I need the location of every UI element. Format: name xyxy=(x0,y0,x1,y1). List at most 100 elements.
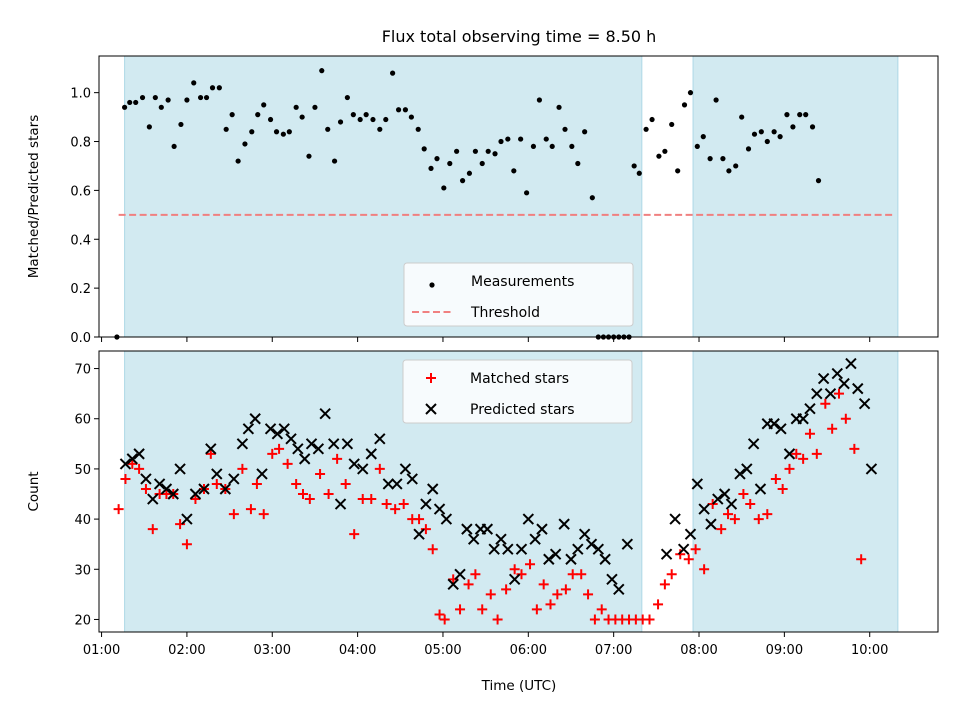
predicted-stars-point xyxy=(669,513,681,525)
legend-marker-plus xyxy=(426,373,436,383)
matched-stars-point xyxy=(113,504,124,515)
measurement-point xyxy=(751,131,758,137)
predicted-stars-point xyxy=(328,438,340,450)
observing-window-band xyxy=(692,55,899,338)
measurement-point xyxy=(720,156,726,162)
predicted-stars-point xyxy=(536,523,548,535)
predicted-stars-point xyxy=(606,573,618,586)
measurement-point xyxy=(421,146,427,152)
measurement-point xyxy=(485,148,491,154)
legend-label: Matched stars xyxy=(470,371,569,387)
legend-label: Threshold xyxy=(470,305,540,321)
matched-stars-point xyxy=(745,499,756,510)
measurement-point xyxy=(395,107,402,113)
predicted-stars-point xyxy=(461,523,473,535)
measurement-point xyxy=(158,104,164,110)
matched-stars-point xyxy=(538,579,549,590)
y-tick-label: 0.0 xyxy=(70,331,91,346)
measurement-point xyxy=(350,112,356,118)
matched-stars-point xyxy=(127,458,138,469)
predicted-stars-point xyxy=(298,453,311,465)
measurement-point xyxy=(319,68,325,74)
predicted-stars-point xyxy=(341,438,354,450)
y-tick-label: 60 xyxy=(74,413,91,428)
measurement-point xyxy=(216,85,222,91)
x-tick-label: 04:00 xyxy=(339,643,376,658)
matched-stars-point xyxy=(175,519,186,530)
measurement-point xyxy=(631,163,637,169)
measurement-point xyxy=(235,158,241,164)
measurement-point xyxy=(472,148,478,154)
predicted-stars-point xyxy=(211,468,223,480)
x-tick-label: 06:00 xyxy=(510,643,547,658)
matched-stars-point xyxy=(501,584,512,595)
measurement-point xyxy=(556,104,562,110)
chart-title: Flux total observing time = 8.50 h xyxy=(382,27,657,46)
predicted-stars-point xyxy=(502,543,514,555)
matched-stars-point xyxy=(381,499,392,510)
predicted-stars-point xyxy=(845,357,857,370)
matched-stars-point xyxy=(827,423,838,434)
matched-stars-point xyxy=(849,443,860,454)
predicted-stars-point xyxy=(558,518,570,530)
matched-stars-point xyxy=(485,589,496,600)
measurement-point xyxy=(191,80,197,86)
measurement-point xyxy=(777,134,783,140)
predicted-stars-point xyxy=(278,423,290,435)
matched-stars-point xyxy=(596,604,607,615)
predicted-stars-point xyxy=(508,573,521,586)
measurement-point xyxy=(797,112,803,118)
measurement-point xyxy=(758,129,764,135)
matched-stars-point xyxy=(777,483,788,494)
measurement-point xyxy=(242,141,248,147)
legend-box xyxy=(403,262,634,327)
measurement-point xyxy=(229,112,235,118)
matched-stars-point xyxy=(738,489,749,500)
predicted-stars-point xyxy=(365,448,377,460)
predicted-stars-point xyxy=(413,528,425,540)
matched-stars-point xyxy=(291,478,302,489)
measurement-point xyxy=(390,70,396,76)
predicted-stars-point xyxy=(205,443,217,455)
measurement-point xyxy=(739,114,745,120)
predicted-stars-point xyxy=(824,387,837,400)
predicted-stars-point xyxy=(420,498,432,510)
x-tick-label: 05:00 xyxy=(424,643,461,658)
predicted-stars-point xyxy=(242,423,255,435)
measurement-point xyxy=(549,143,555,150)
measurement-point xyxy=(209,85,216,91)
matched-stars-point xyxy=(147,524,158,535)
matched-stars-point xyxy=(644,614,655,625)
measurement-point xyxy=(286,129,292,135)
measurement-point xyxy=(536,97,543,103)
measurement-point xyxy=(784,112,790,118)
predicted-stars-point xyxy=(391,478,403,490)
x-tick-label: 07:00 xyxy=(595,643,632,658)
x-tick-label: 01:00 xyxy=(83,643,120,658)
matched-stars-point xyxy=(583,589,594,600)
measurement-point xyxy=(280,131,286,137)
predicted-stars-point xyxy=(585,538,598,550)
matched-stars-point xyxy=(366,494,377,505)
matched-stars-point xyxy=(340,478,351,489)
predicted-stars-point xyxy=(488,543,500,555)
predicted-stars-point xyxy=(858,397,871,410)
predicted-stars-point xyxy=(126,453,138,465)
predicted-stars-point xyxy=(865,463,878,475)
measurement-point xyxy=(122,104,128,110)
predicted-stars-point xyxy=(219,483,232,495)
predicted-stars-point xyxy=(167,488,179,500)
predicted-stars-point xyxy=(734,468,746,480)
measurement-point xyxy=(383,116,389,123)
matched-stars-point xyxy=(297,489,308,500)
matched-stars-point xyxy=(791,448,802,459)
matched-stars-point xyxy=(675,549,686,560)
measurement-point xyxy=(636,170,642,176)
predicted-stars-point xyxy=(427,483,439,495)
predicted-stars-point xyxy=(613,583,625,596)
measurement-point xyxy=(511,168,517,174)
measurement-point xyxy=(377,126,383,132)
y-axis-label: Matched/Predicted stars xyxy=(26,115,42,278)
predicted-stars-point xyxy=(783,448,796,460)
measurement-point xyxy=(589,195,595,201)
